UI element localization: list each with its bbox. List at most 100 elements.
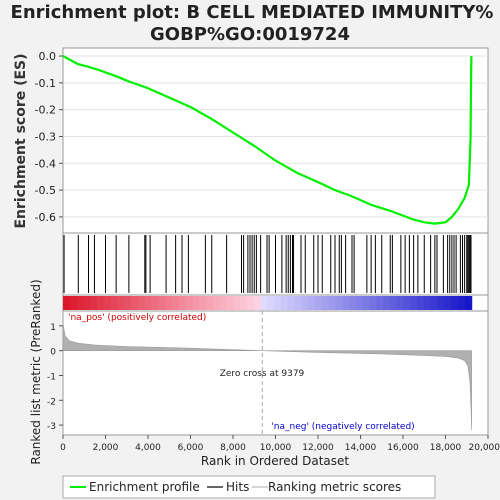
x-tick-label: 20,000: [469, 443, 500, 453]
colorbar-segment: [383, 296, 391, 310]
colorbar-segment: [389, 296, 398, 310]
colorbar-segment: [423, 296, 432, 310]
x-tick-label: 14,000: [345, 443, 377, 453]
es-tick-label: -0.6: [35, 211, 56, 224]
colorbar-segment: [314, 296, 323, 310]
colorbar-segment: [355, 296, 364, 310]
colorbar-segment: [253, 296, 262, 310]
colorbar-segment: [294, 296, 302, 310]
es-tick-label: -0.2: [35, 104, 56, 117]
colorbar-segment: [219, 296, 228, 310]
x-ticks: 0 2,000 4,000 6,000 8,000 10,000 12,000 14,000 1…: [60, 435, 500, 453]
x-tick-label: 10,000: [260, 443, 292, 453]
colorbar-segment: [417, 296, 425, 310]
chart-title-line2: GOBP%GO:0019724: [150, 24, 350, 45]
colorbar-segment: [376, 296, 384, 310]
colorbar-segment: [178, 296, 187, 310]
es-line-group: [62, 55, 473, 225]
metric-tick-label: -1: [47, 372, 56, 382]
colorbar-segment: [131, 296, 139, 310]
colorbar-segment: [260, 296, 268, 310]
colorbar-segment: [69, 296, 78, 310]
x-tick-label: 8,000: [220, 443, 246, 453]
hit-marks: [63, 235, 472, 293]
x-tick-label: 2,000: [93, 443, 119, 453]
x-tick-label: 16,000: [387, 443, 419, 453]
metric-tick-label: 1: [50, 323, 56, 333]
colorbar-segment: [464, 296, 473, 310]
es-y-axis-label: Enrichment score (ES): [13, 53, 29, 228]
colorbar-segment: [63, 296, 71, 310]
colorbar-segment: [185, 296, 194, 310]
metric-tick-label: -2: [47, 397, 56, 407]
colorbar-segment: [444, 296, 452, 310]
metric-y-ticks: 1 0 -1 -2 -3: [47, 323, 63, 432]
colorbar-segment: [137, 296, 146, 310]
colorbar-segment: [171, 296, 180, 310]
legend-label-es: Enrichment profile: [89, 480, 200, 494]
colorbar-segment: [437, 296, 445, 310]
colorbar-segment: [267, 296, 275, 310]
x-tick-label: 4,000: [135, 443, 161, 453]
colorbar-segment: [151, 296, 159, 310]
zero-cross-label: Zero cross at 9379: [220, 369, 305, 379]
colorbar-segments: [63, 296, 473, 310]
legend-label-metric: Ranking metric scores: [268, 480, 401, 494]
x-axis-label: Rank in Ordered Dataset: [201, 454, 349, 468]
colorbar-segment: [362, 296, 371, 310]
metric-area-group: [62, 311, 472, 435]
colorbar-segment: [410, 296, 418, 310]
colorbar-segment: [342, 296, 350, 310]
es-tick-label: 0.0: [39, 50, 57, 63]
colorbar-segment: [458, 296, 466, 310]
pos-label: 'na_pos' (positively correlated): [68, 313, 206, 323]
metric-tick-label: -3: [47, 422, 56, 432]
colorbar-segment: [206, 296, 214, 310]
colorbar-segment: [199, 296, 207, 310]
colorbar-segment: [192, 296, 200, 310]
colorbar-segment: [403, 296, 411, 310]
es-tick-label: -0.3: [35, 130, 56, 143]
colorbar-segment: [165, 296, 173, 310]
colorbar-segment: [321, 296, 330, 310]
legend-label-hits: Hits: [226, 480, 249, 494]
chart-title-line1: Enrichment plot: B CELL MEDIATED IMMUNIT…: [11, 2, 494, 23]
colorbar-segment: [158, 296, 166, 310]
colorbar-segment: [83, 296, 91, 310]
colorbar-segment: [451, 296, 459, 310]
colorbar-segment: [97, 296, 105, 310]
colorbar-segment: [335, 296, 343, 310]
colorbar-segment: [103, 296, 112, 310]
colorbar-segment: [430, 296, 439, 310]
x-tick-label: 6,000: [178, 443, 204, 453]
colorbar-segment: [274, 296, 282, 310]
metric-panel: [62, 310, 489, 436]
colorbar-segment: [240, 296, 248, 310]
colorbar-segment: [124, 296, 132, 310]
neg-label: 'na_neg' (negatively correlated): [271, 422, 414, 432]
colorbar-segment: [117, 296, 125, 310]
colorbar-segment: [396, 296, 405, 310]
es-panel: [62, 47, 489, 234]
colorbar-segment: [287, 296, 296, 310]
colorbar-segment: [349, 296, 357, 310]
colorbar-segment: [246, 296, 255, 310]
colorbar-segment: [226, 296, 234, 310]
metric-tick-label: 0: [50, 348, 56, 358]
metric-area: [62, 323, 472, 431]
colorbar-segment: [212, 296, 221, 310]
colorbar-segment: [144, 296, 153, 310]
x-tick-label: 0: [60, 443, 66, 453]
colorbar-segment: [90, 296, 98, 310]
colorbar-segment: [110, 296, 119, 310]
metric-y-axis-label: Ranked list metric (PreRanked): [29, 279, 43, 464]
es-tick-label: -0.1: [35, 77, 56, 90]
colorbar-segment: [369, 296, 377, 310]
es-y-ticks: 0.0 -0.1 -0.2 -0.3 -0.4 -0.5 -0.6: [35, 50, 63, 224]
es-line: [62, 55, 473, 225]
colorbar-segment: [328, 296, 337, 310]
es-tick-label: -0.4: [35, 157, 56, 170]
colorbar-segment: [233, 296, 241, 310]
colorbar-segment: [76, 296, 85, 310]
